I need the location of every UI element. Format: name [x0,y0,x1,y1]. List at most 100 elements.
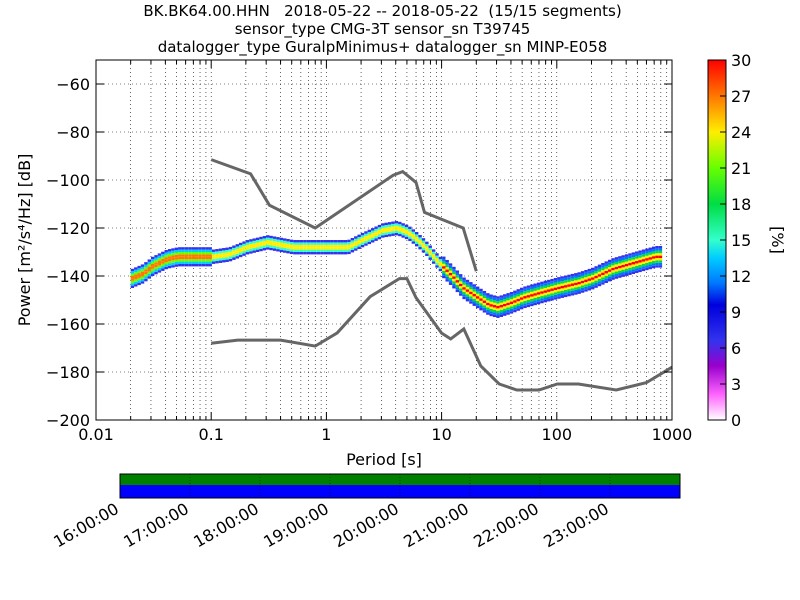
heatmap-cell [364,243,368,246]
heatmap-cell [242,248,246,252]
heatmap-cell [130,271,135,274]
heatmap-cell [462,296,466,300]
heatmap-cell [154,271,158,275]
heatmap-cell [506,297,510,301]
heatmap-cell [316,242,321,245]
heatmap-cell [157,267,162,271]
heatmap-cell [316,249,321,252]
heatmap-cell [577,272,581,275]
heatmap-cell [357,246,361,250]
heatmap-cell [184,264,189,267]
heatmap-cell [371,240,375,243]
heatmap-cell [150,266,155,269]
heatmap-cell [323,244,328,248]
heatmap-cell [614,276,619,279]
heatmap-cell [313,244,317,248]
heatmap-cell [536,289,541,293]
heatmap-cell [350,242,355,246]
y-axis-label: Power [m²/s⁴/Hz] [dB] [15,154,34,327]
heatmap-cell [327,247,331,250]
heatmap-cell [651,246,656,250]
heatmap-cell [563,280,568,283]
heatmap-cell [201,247,206,250]
heatmap-cell [367,239,372,242]
heatmap-cell [425,251,429,254]
heatmap-cell [306,240,311,243]
heatmap-cell [530,286,534,290]
heatmap-cell [323,242,328,245]
heatmap-cell [563,294,568,298]
heatmap-cell [604,270,608,274]
heatmap-cell [279,240,284,243]
heatmap-cell [621,264,625,268]
heatmap-cell [347,244,351,247]
heatmap-cell [347,246,351,250]
heatmap-cell [496,305,500,309]
heatmap-cell [475,298,480,301]
heatmap-cell [462,279,466,283]
heatmap-cell [469,284,473,287]
heatmap-cell [438,266,443,269]
heatmap-cell [442,263,446,267]
heatmap-cell [553,294,558,298]
heatmap-cell [624,273,629,276]
heatmap-cell [144,271,148,275]
heatmap-cell [293,252,297,255]
heatmap-cell [147,276,151,279]
heatmap-cell [245,242,250,245]
heatmap-cell [191,256,195,260]
heatmap-cell [276,237,280,240]
heatmap-cell [144,266,148,270]
heatmap-cell [255,240,260,243]
heatmap-cell [574,273,578,276]
heatmap-cell [557,277,561,280]
heatmap-cell [415,231,419,235]
heatmap-cell [198,252,202,255]
heatmap-cell [624,263,629,267]
heatmap-cell [296,247,300,250]
heatmap-cell [337,252,341,255]
heatmap-cell [580,285,585,288]
heatmap-cell [428,245,432,248]
heatmap-cell [448,263,453,266]
heatmap-cell [205,259,209,262]
heatmap-cell [506,295,510,298]
heatmap-cell [323,249,328,252]
heatmap-cell [188,249,192,252]
heatmap-cell [513,300,517,303]
heatmap-cell [205,249,209,252]
heatmap-cell [222,260,226,263]
heatmap-cell [266,244,270,248]
heatmap-cell [526,304,531,308]
heatmap-cell [611,260,615,263]
heatmap-cell [635,263,639,266]
heatmap-cell [428,250,432,253]
timeline-tick-label: 22:00:00 [470,499,542,551]
heatmap-cell [448,270,453,273]
heatmap-cell [384,234,388,238]
heatmap-cell [540,293,544,297]
heatmap-cell [547,282,551,285]
heatmap-cell [624,256,629,260]
heatmap-cell [547,279,551,283]
heatmap-cell [411,236,416,239]
heatmap-cell [658,262,663,266]
heatmap-cell [201,256,206,260]
heatmap-cell [154,269,158,272]
heatmap-cell [635,258,639,262]
heatmap-cell [472,293,476,297]
heatmap-cell [482,310,487,313]
timeline-bar-data [120,474,680,485]
heatmap-cell [255,249,260,253]
heatmap-cell [452,281,456,284]
heatmap-cell [563,292,568,295]
heatmap-cell [374,228,378,232]
heatmap-cell [286,241,290,244]
heatmap-cell [134,272,138,275]
heatmap-cell [293,247,297,250]
heatmap-cell [523,303,527,306]
heatmap-cell [289,239,294,243]
heatmap-cell [303,247,307,250]
heatmap-cell [435,260,439,263]
heatmap-cell [574,275,578,278]
